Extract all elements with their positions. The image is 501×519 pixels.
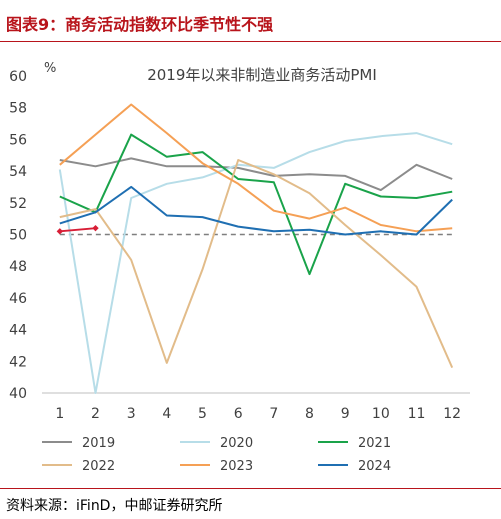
series-layer — [56, 103, 454, 394]
x-tick-label: 8 — [305, 406, 314, 422]
x-tick-label: 2 — [91, 406, 100, 422]
y-tick-label: 40 — [9, 386, 27, 402]
series-2021-line — [59, 133, 453, 276]
y-tick-label: 42 — [9, 354, 27, 370]
y-tick-label: 46 — [9, 291, 27, 307]
y-axis-ticks: 40 42 44 46 48 50 52 54 56 58 60 — [9, 69, 27, 402]
line-chart: 2019年以来非制造业商务活动PMI % 4042444648505254565… — [9, 61, 470, 474]
series-marker-6-line — [59, 227, 96, 233]
x-tick-label: 12 — [443, 406, 461, 422]
x-tick-label: 5 — [198, 406, 207, 422]
series-2023-line — [59, 103, 453, 233]
data-point-marker — [92, 224, 99, 232]
y-tick-label: 60 — [9, 69, 27, 85]
legend: 2019 2020 2021 2022 2023 2024 — [42, 436, 391, 474]
series-2019-line — [59, 157, 453, 192]
legend-label-2019: 2019 — [82, 436, 115, 451]
legend-label-2020: 2020 — [220, 436, 253, 451]
x-tick-label: 10 — [372, 406, 390, 422]
report-header: 图表9：商务活动指数环比季节性不强 — [0, 0, 501, 40]
x-tick-label: 7 — [269, 406, 278, 422]
y-tick-label: 52 — [9, 196, 27, 212]
x-tick-label: 11 — [408, 406, 426, 422]
x-axis-ticks: 1 2 3 4 5 6 7 8 9 10 11 12 — [55, 406, 461, 422]
y-tick-label: 54 — [9, 164, 27, 180]
footer-divider — [0, 488, 501, 489]
source-note: 资料来源：iFinD，中邮证券研究所 — [6, 498, 223, 514]
data-point-marker — [56, 228, 64, 235]
x-tick-label: 6 — [234, 406, 243, 422]
legend-label-2021: 2021 — [358, 436, 391, 451]
legend-label-2023: 2023 — [220, 459, 253, 474]
x-tick-label: 9 — [341, 406, 350, 422]
x-tick-label: 4 — [162, 406, 171, 422]
y-tick-label: 48 — [9, 259, 27, 275]
y-tick-label: 44 — [9, 323, 27, 339]
series-2022-line — [59, 159, 454, 369]
y-tick-label: 50 — [9, 228, 27, 244]
figure-title: 图表9：商务活动指数环比季节性不强 — [6, 15, 274, 34]
legend-label-2024: 2024 — [358, 459, 391, 474]
chart-title: 2019年以来非制造业商务活动PMI — [147, 66, 377, 84]
legend-label-2022: 2022 — [82, 459, 115, 474]
x-tick-label: 3 — [127, 406, 136, 422]
header-divider — [0, 41, 501, 42]
y-tick-label: 56 — [9, 132, 27, 148]
y-axis-unit: % — [44, 61, 56, 76]
series-2024-line — [59, 185, 453, 236]
x-tick-label: 1 — [55, 406, 64, 422]
y-tick-label: 58 — [9, 101, 27, 117]
